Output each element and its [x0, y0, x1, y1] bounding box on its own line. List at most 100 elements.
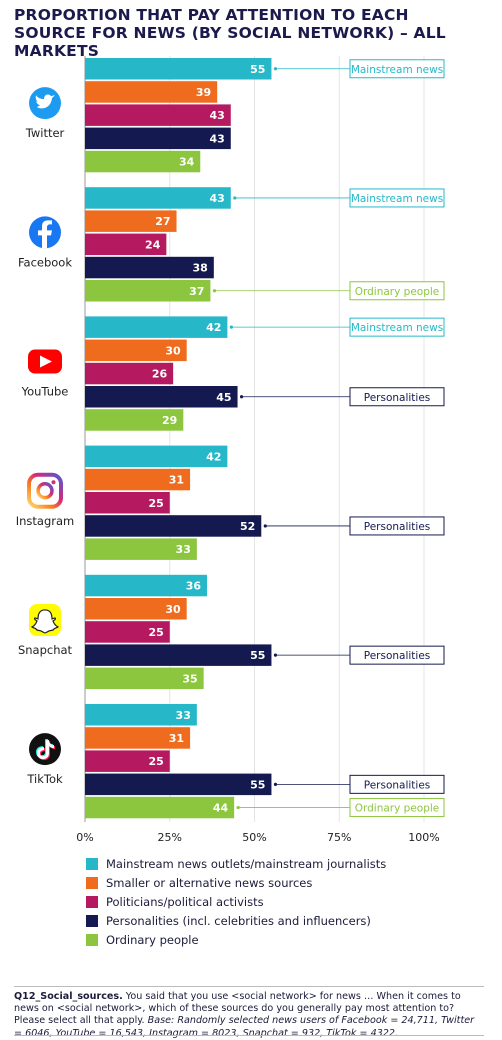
- data-label: 42: [206, 321, 221, 334]
- bar-twitter-smaller: [85, 81, 218, 103]
- bar-youtube-smaller: [85, 339, 187, 362]
- bar-snapchat-mainstream: [85, 574, 208, 597]
- bar-youtube-politicians: [85, 362, 174, 385]
- data-label: 24: [145, 238, 161, 251]
- bar-facebook-politicians: [85, 233, 167, 256]
- data-label: 52: [240, 520, 255, 533]
- network-label-youtube: YouTube: [21, 385, 69, 399]
- question-id: Q12_Social_sources.: [14, 991, 123, 1002]
- legend-item-ordinary: Ordinary people: [86, 930, 386, 949]
- legend: Mainstream news outlets/mainstream journ…: [86, 854, 386, 949]
- legend-item-smaller: Smaller or alternative news sources: [86, 873, 386, 892]
- bar-tiktok-mainstream: [85, 704, 197, 726]
- legend-item-personalities: Personalities (incl. celebrities and inf…: [86, 911, 386, 930]
- network-labels: Twitter Facebook YouTube Instagram Snapchat T…: [16, 126, 75, 786]
- network-label-tiktok: TikTok: [26, 772, 63, 786]
- bar-twitter-personalities: [85, 127, 231, 150]
- data-label: 43: [209, 132, 224, 145]
- data-label: 27: [155, 215, 170, 228]
- callout-text: Ordinary people: [355, 803, 440, 815]
- callout-text: Mainstream news: [351, 64, 443, 76]
- callout-facebook-mainstream: Mainstream news: [233, 188, 445, 208]
- callout-text: Personalities: [364, 779, 431, 791]
- bar-instagram-personalities: [85, 515, 262, 537]
- chart-title: PROPORTION THAT PAY ATTENTION TO EACH SO…: [14, 6, 446, 60]
- x-tick-label: 75%: [327, 831, 351, 844]
- callout-text: Personalities: [364, 650, 431, 662]
- data-label: 33: [176, 543, 191, 556]
- callout-text: Ordinary people: [355, 286, 440, 298]
- data-label: 36: [186, 580, 202, 593]
- bar-youtube-ordinary: [85, 409, 184, 431]
- callout-youtube-personalities: Personalities: [239, 387, 445, 407]
- data-label: 42: [206, 450, 221, 463]
- instagram-icon: [27, 472, 63, 509]
- data-label: 31: [169, 474, 184, 487]
- x-tick-label: 50%: [242, 831, 266, 844]
- callout-text: Personalities: [364, 392, 431, 404]
- data-label: 39: [196, 86, 211, 99]
- network-label-instagram: Instagram: [16, 514, 75, 528]
- data-label: 35: [182, 672, 197, 685]
- divider: [14, 986, 484, 987]
- tiktok-icon: [29, 733, 61, 766]
- callout-text: Mainstream news: [351, 193, 443, 205]
- legend-swatch: [86, 876, 98, 889]
- gridlines: [84, 56, 425, 822]
- bar-twitter-ordinary: [85, 150, 201, 173]
- data-label: 55: [250, 778, 265, 791]
- bar-tiktok-personalities: [85, 773, 272, 796]
- question-text: You said that you use <social network> f…: [14, 991, 461, 1027]
- callout-tiktok-personalities: Personalities: [273, 774, 445, 794]
- data-label: 25: [148, 755, 163, 768]
- bar-youtube-personalities: [85, 386, 238, 408]
- bar-instagram-politicians: [85, 492, 170, 514]
- data-label: 37: [189, 285, 204, 298]
- data-label: 31: [169, 732, 184, 745]
- callouts: Mainstream news Mainstream news Ordinary p…: [212, 59, 445, 818]
- legend-label: Mainstream news outlets/mainstream journ…: [106, 856, 387, 871]
- bar-snapchat-smaller: [85, 598, 187, 620]
- legend-swatch: [86, 895, 98, 908]
- network-label-snapchat: Snapchat: [18, 643, 73, 657]
- data-label: 44: [213, 802, 229, 815]
- bar-instagram-smaller: [85, 468, 191, 491]
- network-label-twitter: Twitter: [25, 126, 65, 140]
- bar-tiktok-politicians: [85, 750, 170, 772]
- bar-facebook-personalities: [85, 256, 214, 279]
- network-label-facebook: Facebook: [18, 255, 72, 269]
- base-text: Base: Randomly selected news users of Fa…: [14, 1015, 475, 1039]
- callout-youtube-mainstream: Mainstream news: [229, 317, 445, 337]
- x-tick-label: 0%: [76, 831, 93, 844]
- legend-label: Personalities (incl. celebrities and inf…: [106, 913, 371, 928]
- bar-snapchat-ordinary: [85, 667, 204, 690]
- legend-swatch: [86, 857, 98, 870]
- callout-text: Personalities: [364, 521, 431, 533]
- data-label: 30: [165, 344, 181, 357]
- data-label: 29: [162, 414, 177, 427]
- data-label: 34: [179, 156, 195, 169]
- bar-tiktok-ordinary: [85, 796, 235, 819]
- callout-instagram-personalities: Personalities: [263, 516, 445, 536]
- legend-item-mainstream: Mainstream news outlets/mainstream journ…: [86, 854, 386, 873]
- callout-facebook-ordinary: Ordinary people: [212, 281, 445, 301]
- bar-twitter-politicians: [85, 104, 231, 126]
- data-label: 25: [148, 497, 163, 510]
- data-label: 33: [176, 709, 191, 722]
- bar-tiktok-smaller: [85, 727, 191, 749]
- bar-youtube-mainstream: [85, 316, 228, 338]
- data-label: 43: [209, 192, 224, 205]
- data-label: 30: [165, 603, 181, 616]
- bar-facebook-mainstream: [85, 187, 231, 209]
- x-tick-label: 100%: [408, 831, 439, 844]
- callout-twitter-mainstream: Mainstream news: [273, 59, 445, 79]
- bar-snapchat-politicians: [85, 621, 170, 643]
- callout-tiktok-ordinary: Ordinary people: [236, 798, 445, 818]
- data-label: 55: [250, 649, 265, 662]
- bar-chart: 55 39 43 43 34 43 27 24 38 37 42 30 26 45 29 42 31 25 52 33…: [16, 56, 445, 844]
- facebook-icon: [29, 216, 61, 249]
- legend-label: Smaller or alternative news sources: [106, 875, 313, 890]
- bar-twitter-mainstream: [85, 58, 272, 80]
- data-label: 45: [216, 391, 231, 404]
- legend-label: Ordinary people: [106, 932, 199, 947]
